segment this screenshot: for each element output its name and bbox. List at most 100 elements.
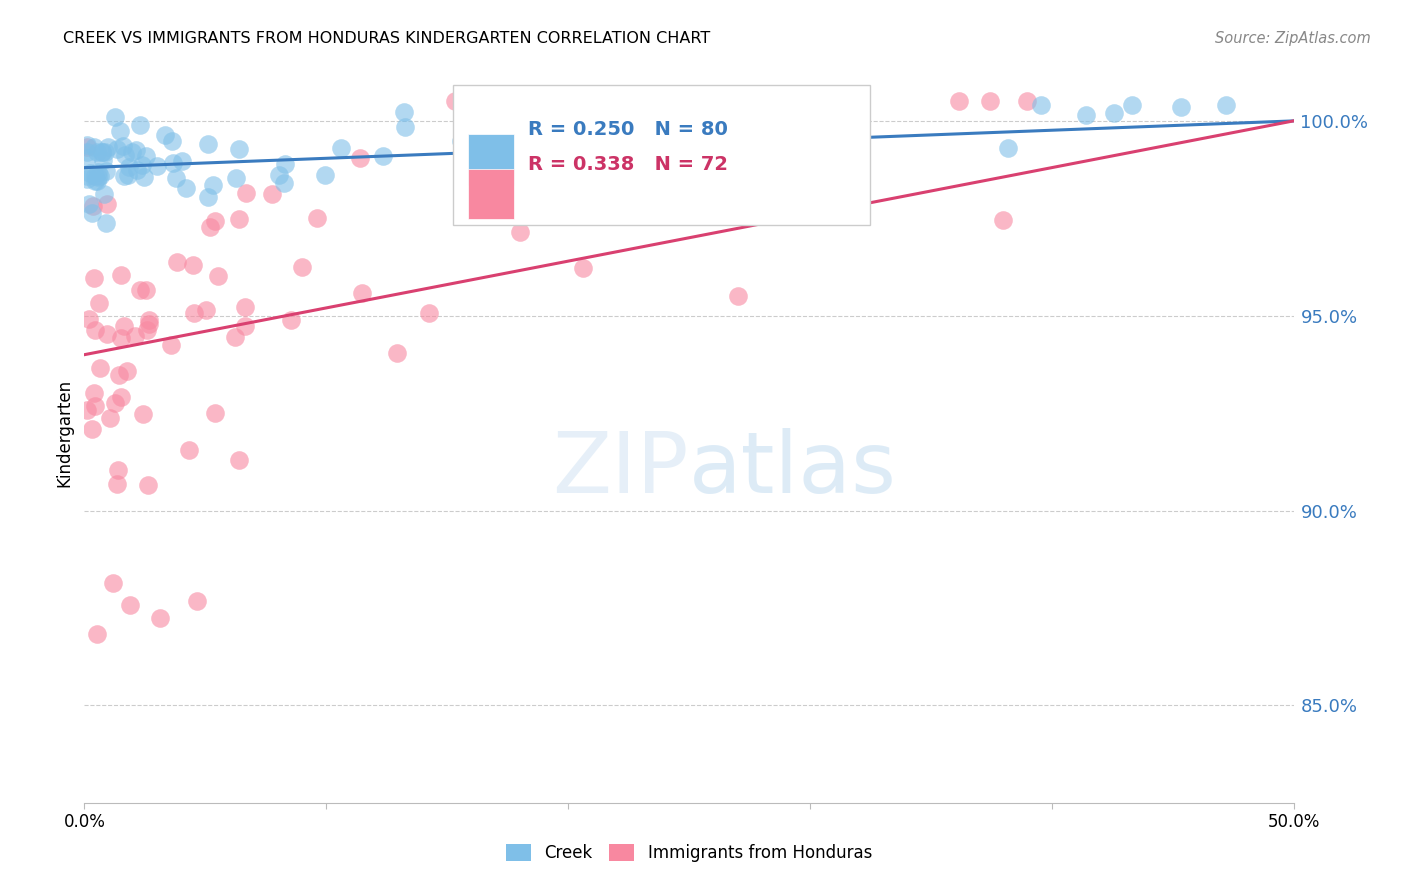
Point — [418, 306, 440, 320]
Point — [269, 168, 291, 182]
Point — [160, 338, 183, 352]
Point — [107, 476, 129, 491]
Point — [121, 145, 143, 159]
Point — [228, 142, 250, 156]
Point — [104, 111, 127, 125]
Point — [76, 169, 98, 184]
Point — [179, 442, 201, 457]
Point — [197, 190, 219, 204]
Point — [509, 225, 531, 239]
Point — [572, 261, 595, 276]
Point — [89, 361, 111, 376]
Point — [1121, 98, 1143, 112]
Point — [228, 452, 250, 467]
Point — [76, 139, 98, 153]
Point — [108, 368, 131, 383]
Point — [160, 134, 183, 148]
Point — [349, 151, 371, 165]
Point — [93, 145, 115, 160]
Point — [83, 169, 105, 183]
Point — [155, 128, 177, 142]
Point — [76, 138, 98, 153]
Point — [444, 95, 467, 109]
Point — [97, 140, 120, 154]
FancyBboxPatch shape — [468, 135, 513, 185]
Point — [103, 576, 125, 591]
Point — [96, 196, 118, 211]
Point — [451, 175, 474, 189]
Point — [280, 313, 302, 327]
Point — [83, 139, 105, 153]
Point — [125, 143, 148, 157]
Point — [105, 142, 128, 156]
Point — [835, 125, 858, 139]
Point — [657, 145, 679, 160]
Point — [138, 318, 160, 332]
FancyBboxPatch shape — [468, 169, 513, 219]
Point — [274, 157, 297, 171]
Point — [197, 136, 219, 151]
Point — [86, 174, 108, 188]
Point — [131, 158, 153, 172]
Point — [233, 300, 256, 314]
Point — [1215, 98, 1237, 112]
Point — [394, 120, 416, 134]
Point — [112, 318, 135, 333]
Point — [91, 145, 114, 159]
Point — [485, 152, 508, 166]
Point — [94, 163, 117, 178]
Point — [91, 145, 114, 159]
Point — [135, 148, 157, 162]
Text: R = 0.338   N = 72: R = 0.338 N = 72 — [529, 155, 728, 174]
Point — [149, 611, 172, 625]
Point — [98, 411, 121, 425]
Point — [172, 153, 194, 168]
Point — [586, 155, 609, 169]
Point — [125, 163, 148, 178]
Point — [689, 197, 711, 211]
Point — [134, 169, 156, 184]
Point — [104, 396, 127, 410]
Text: Source: ZipAtlas.com: Source: ZipAtlas.com — [1215, 31, 1371, 46]
Point — [1074, 108, 1097, 122]
Point — [200, 219, 222, 234]
Point — [181, 258, 204, 272]
Point — [165, 170, 187, 185]
Point — [110, 331, 132, 345]
Point — [204, 214, 226, 228]
Point — [1170, 100, 1192, 114]
Point — [1102, 106, 1125, 120]
Point — [94, 215, 117, 229]
Point — [204, 406, 226, 420]
Point — [93, 187, 115, 202]
Point — [273, 176, 295, 190]
Point — [727, 288, 749, 302]
Point — [766, 114, 789, 128]
Point — [84, 174, 107, 188]
Point — [392, 104, 415, 119]
Point — [997, 141, 1019, 155]
Point — [207, 269, 229, 284]
Point — [201, 178, 224, 193]
Text: atlas: atlas — [689, 428, 897, 511]
Point — [86, 145, 108, 159]
Point — [450, 134, 472, 148]
Point — [146, 160, 169, 174]
Point — [533, 112, 555, 126]
Point — [314, 168, 336, 182]
Y-axis label: Kindergarten: Kindergarten — [55, 378, 73, 487]
Point — [87, 169, 110, 184]
Point — [118, 598, 141, 612]
Point — [1015, 95, 1038, 109]
Point — [498, 136, 520, 150]
Point — [979, 95, 1001, 109]
Point — [162, 156, 184, 170]
Point — [86, 627, 108, 641]
Point — [991, 212, 1014, 227]
Point — [132, 408, 155, 422]
Point — [136, 323, 159, 337]
Point — [305, 211, 328, 226]
Point — [83, 386, 105, 401]
Point — [76, 151, 98, 165]
Point — [110, 268, 132, 282]
